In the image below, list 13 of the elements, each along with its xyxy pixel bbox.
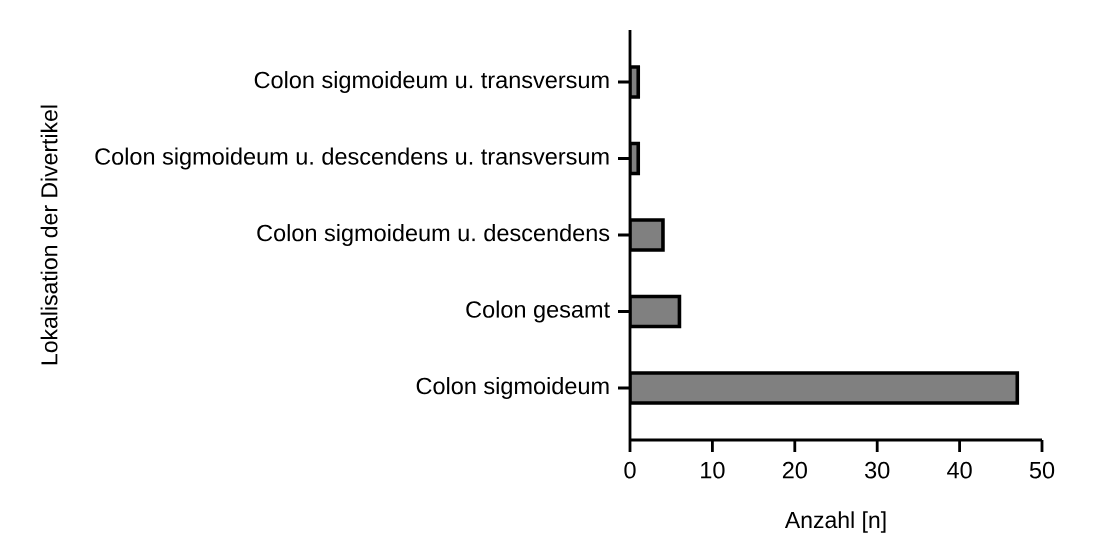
x-tick-label: 20 [782,461,807,479]
x-tick-label: 50 [1029,461,1055,479]
x-tick-label: 0 [624,461,636,479]
x-tick-label: 40 [947,461,972,479]
x-tick-label: 10 [701,461,725,479]
y-tick-label: Colon sigmoideum u. descendens u. transversum [95,147,609,170]
x-axis-title: Anzahl [n] [784,511,886,533]
x-tick-label: 30 [865,461,890,479]
y-tick-label: Colon sigmoideum [416,377,609,399]
y-axis-title: Lokalisation der Divertikel [40,105,58,365]
y-tick-label: Colon sigmoideum u. transversum [254,71,609,93]
y-tick-label: Colon gesamt [466,300,610,323]
y-tick-label: Colon sigmoideum u. descendens [257,224,610,246]
